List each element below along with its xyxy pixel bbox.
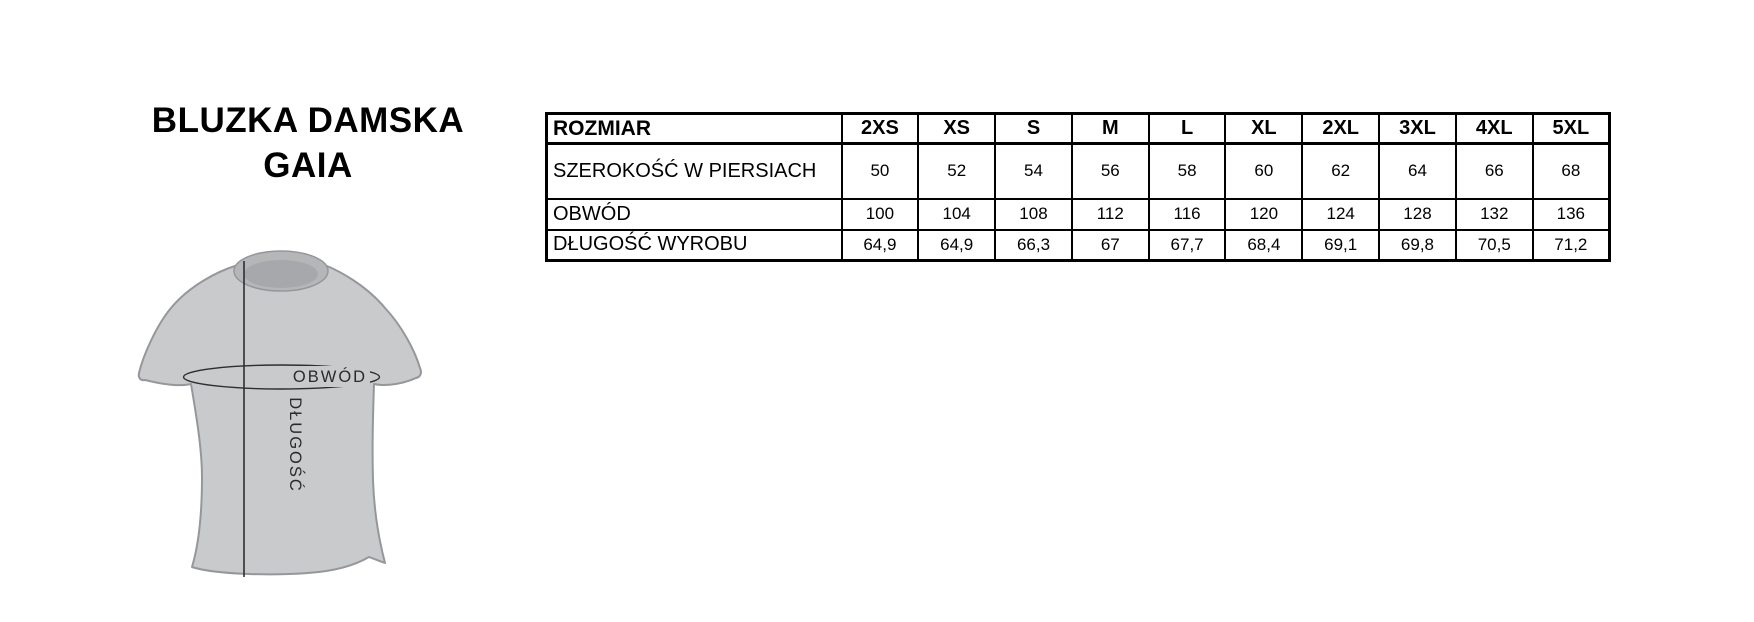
size-value: 69,8 xyxy=(1378,228,1457,262)
circumference-label-bg xyxy=(290,366,370,387)
size-column-header: 2XS xyxy=(840,112,920,145)
size-value: 64,9 xyxy=(917,228,997,262)
product-title: BLUZKA DAMSKA GAIA xyxy=(90,98,526,188)
tshirt-body xyxy=(137,265,422,576)
size-value: 64,9 xyxy=(840,228,920,262)
size-column-header: S xyxy=(994,112,1073,145)
size-value: 66 xyxy=(1454,142,1534,200)
size-column-header: XL xyxy=(1224,112,1304,145)
size-value: 67 xyxy=(1070,228,1150,262)
size-value: 108 xyxy=(994,197,1073,231)
size-value: 52 xyxy=(917,142,997,200)
circumference-label: OBWÓD xyxy=(293,367,367,386)
size-value: 64 xyxy=(1378,142,1457,200)
size-value: 62 xyxy=(1301,142,1381,200)
size-value: 124 xyxy=(1301,197,1381,231)
table-row: OBWÓD 100 104 108 112 116 120 124 128 132 136 xyxy=(545,197,1611,231)
size-column-header: 4XL xyxy=(1454,112,1534,145)
size-value: 68 xyxy=(1531,142,1611,200)
size-value: 104 xyxy=(917,197,997,231)
length-label: DŁUGOŚĆ xyxy=(286,397,305,493)
product-title-line1: BLUZKA DAMSKA xyxy=(151,101,465,140)
size-value: 68,4 xyxy=(1224,228,1304,262)
row-label: OBWÓD xyxy=(545,197,843,231)
product-title-line2: GAIA xyxy=(263,146,353,185)
size-value: 116 xyxy=(1147,197,1227,231)
size-table-header-row: ROZMIAR 2XS XS S M L XL 2XL 3XL 4XL 5XL xyxy=(545,112,1611,145)
size-table-head: ROZMIAR 2XS XS S M L XL 2XL 3XL 4XL 5XL xyxy=(545,112,1611,145)
size-value: 132 xyxy=(1454,197,1534,231)
size-value: 100 xyxy=(840,197,920,231)
circumference-ellipse xyxy=(182,364,381,390)
row-label: DŁUGOŚĆ WYROBU xyxy=(545,228,843,262)
size-column-header: 5XL xyxy=(1531,112,1611,145)
table-header-rozmiar: ROZMIAR xyxy=(545,112,843,145)
table-row: DŁUGOŚĆ WYROBU 64,9 64,9 66,3 67 67,7 68,4 69,1… xyxy=(545,228,1611,262)
size-value: 112 xyxy=(1070,197,1150,231)
size-column-header: 3XL xyxy=(1378,112,1457,145)
size-table: ROZMIAR 2XS XS S M L XL 2XL 3XL 4XL 5XL SZEROKOŚĆ … xyxy=(545,112,1611,262)
row-label: SZEROKOŚĆ W PIERSIACH xyxy=(545,142,843,200)
size-value: 70,5 xyxy=(1454,228,1534,262)
size-value: 71,2 xyxy=(1531,228,1611,262)
table-row: SZEROKOŚĆ W PIERSIACH 50 52 54 56 58 60 62 64 66 6… xyxy=(545,142,1611,200)
size-column-header: 2XL xyxy=(1301,112,1381,145)
size-column-header: XS xyxy=(917,112,997,145)
size-value: 54 xyxy=(994,142,1073,200)
size-column-header: L xyxy=(1147,112,1227,145)
size-value: 66,3 xyxy=(994,228,1073,262)
size-value: 120 xyxy=(1224,197,1304,231)
size-table-body: SZEROKOŚĆ W PIERSIACH 50 52 54 56 58 60 62 64 66 6… xyxy=(545,142,1611,262)
size-column-header: M xyxy=(1070,112,1150,145)
size-value: 69,1 xyxy=(1301,228,1381,262)
size-value: 136 xyxy=(1531,197,1611,231)
size-value: 58 xyxy=(1147,142,1227,200)
size-value: 60 xyxy=(1224,142,1304,200)
size-value: 50 xyxy=(840,142,920,200)
size-value: 67,7 xyxy=(1147,228,1227,262)
size-value: 56 xyxy=(1070,142,1150,200)
size-value: 128 xyxy=(1378,197,1457,231)
tshirt-diagram: OBWÓD DŁUGOŚĆ xyxy=(137,250,422,577)
collar-inner xyxy=(244,260,318,288)
